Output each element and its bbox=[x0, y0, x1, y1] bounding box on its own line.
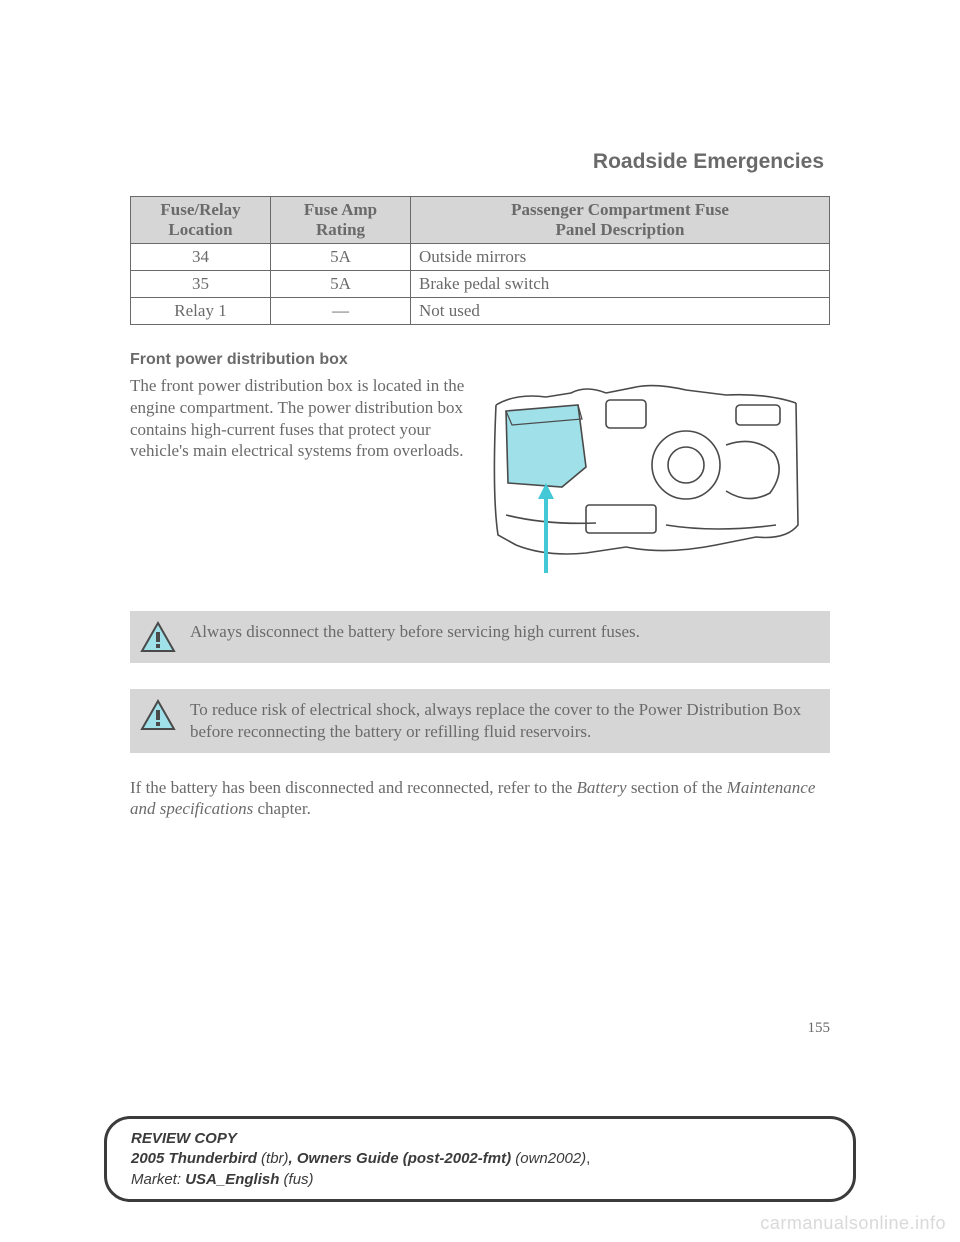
body-paragraph: If the battery has been disconnected and… bbox=[130, 777, 830, 821]
warning-box: To reduce risk of electrical shock, alwa… bbox=[130, 689, 830, 753]
table-row: Relay 1 — Not used bbox=[131, 298, 830, 325]
table-row: 34 5A Outside mirrors bbox=[131, 244, 830, 271]
cell-location: Relay 1 bbox=[131, 298, 271, 325]
col-header-rating: Fuse AmpRating bbox=[271, 197, 411, 244]
table-header-row: Fuse/RelayLocation Fuse AmpRating Passen… bbox=[131, 197, 830, 244]
text: If the battery has been disconnected and… bbox=[130, 778, 577, 797]
footer-market-label: Market: bbox=[131, 1171, 185, 1188]
cell-rating: — bbox=[271, 298, 411, 325]
footer-guide: Owners Guide (post-2002-fmt) bbox=[297, 1150, 511, 1167]
footer-code: (tbr) bbox=[257, 1150, 289, 1167]
fuse-table: Fuse/RelayLocation Fuse AmpRating Passen… bbox=[130, 196, 830, 325]
footer-box: REVIEW COPY 2005 Thunderbird (tbr), Owne… bbox=[104, 1116, 856, 1202]
footer-model: 2005 Thunderbird bbox=[131, 1150, 257, 1167]
warning-icon bbox=[140, 621, 176, 653]
arrow-indicator bbox=[538, 483, 554, 573]
text: chapter. bbox=[253, 799, 311, 818]
body-paragraph: The front power distribution box is loca… bbox=[130, 375, 470, 585]
text: section of the bbox=[627, 778, 727, 797]
chapter-title: Roadside Emergencies bbox=[130, 150, 830, 174]
footer-line1: REVIEW COPY bbox=[131, 1130, 237, 1147]
footer-market: USA_English bbox=[185, 1171, 279, 1188]
warning-box: Always disconnect the battery before ser… bbox=[130, 611, 830, 663]
warning-text: Always disconnect the battery before ser… bbox=[190, 621, 640, 643]
section-heading: Front power distribution box bbox=[130, 351, 830, 369]
table-row: 35 5A Brake pedal switch bbox=[131, 271, 830, 298]
warning-icon bbox=[140, 699, 176, 731]
footer-sep: , bbox=[289, 1150, 297, 1167]
cell-rating: 5A bbox=[271, 244, 411, 271]
cell-location: 34 bbox=[131, 244, 271, 271]
engine-compartment-figure bbox=[486, 375, 806, 585]
cell-desc: Brake pedal switch bbox=[411, 271, 830, 298]
warning-text: To reduce risk of electrical shock, alwa… bbox=[190, 700, 801, 741]
footer-sep: , bbox=[586, 1150, 590, 1167]
fuse-box-highlight bbox=[506, 405, 586, 487]
footer-code: (fus) bbox=[279, 1171, 313, 1188]
cell-rating: 5A bbox=[271, 271, 411, 298]
cell-desc: Outside mirrors bbox=[411, 244, 830, 271]
text-figure-row: The front power distribution box is loca… bbox=[130, 375, 830, 585]
col-header-desc: Passenger Compartment FusePanel Descript… bbox=[411, 197, 830, 244]
col-header-location: Fuse/RelayLocation bbox=[131, 197, 271, 244]
watermark: carmanualsonline.info bbox=[760, 1213, 946, 1234]
cell-desc: Not used bbox=[411, 298, 830, 325]
footer-code: (own2002) bbox=[511, 1150, 586, 1167]
page-number: 155 bbox=[130, 1020, 830, 1037]
italic-text: Battery bbox=[577, 778, 627, 797]
cell-location: 35 bbox=[131, 271, 271, 298]
page-content: Roadside Emergencies Fuse/RelayLocation … bbox=[130, 150, 830, 1037]
